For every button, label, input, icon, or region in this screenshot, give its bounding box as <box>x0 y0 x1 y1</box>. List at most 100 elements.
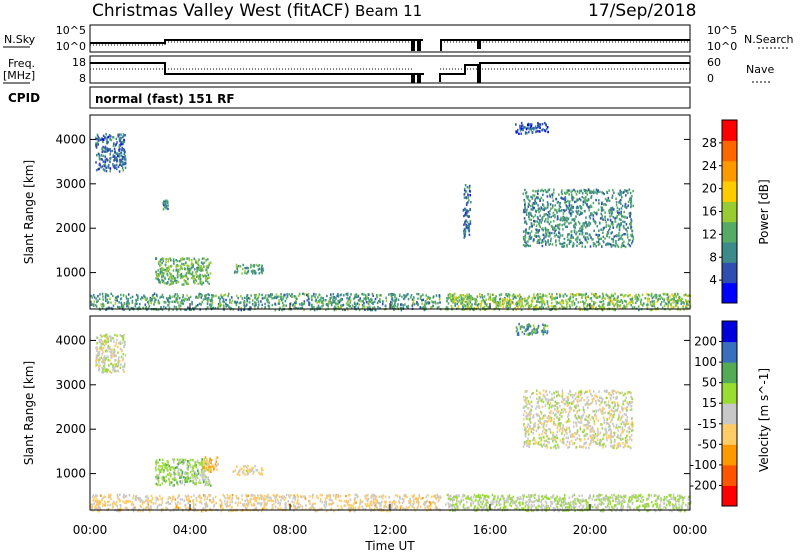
scatter-cell-power-4 <box>294 304 296 307</box>
scatter-cell-velocity-4 <box>107 504 109 507</box>
scatter-cell-power-4 <box>102 298 104 301</box>
scatter-cell-power-1 <box>181 283 184 286</box>
scatter-cell-power-0 <box>109 150 112 153</box>
scatter-cell-power-7 <box>467 196 469 199</box>
scatter-cell-power-2 <box>262 267 264 270</box>
scatter-cell-power-4 <box>399 306 402 310</box>
scatter-cell-power-7 <box>467 209 469 213</box>
scatter-cell-velocity-1 <box>161 465 164 469</box>
scatter-cell-power-1 <box>166 268 169 272</box>
scatter-cell-power-4 <box>329 301 331 305</box>
scatter-cell-power-1 <box>208 276 210 279</box>
scatter-cell-power-5 <box>673 296 675 300</box>
scatter-cell-power-5 <box>660 296 663 299</box>
scatter-cell-velocity-0 <box>106 350 109 353</box>
scatter-cell-power-4 <box>216 307 219 310</box>
scatter-cell-power-4 <box>330 303 333 307</box>
scatter-cell-power-5 <box>481 296 484 299</box>
scatter-cell-power-4 <box>423 306 425 309</box>
scatter-cell-velocity-2 <box>210 465 212 469</box>
scatter-cell-power-4 <box>401 303 403 306</box>
scatter-cell-power-4 <box>127 298 130 301</box>
scatter-cell-velocity-4 <box>354 493 357 496</box>
scatter-cell-velocity-4 <box>371 494 373 497</box>
scatter-cell-power-6 <box>625 223 628 226</box>
scatter-cell-velocity-4 <box>215 501 217 505</box>
scatter-cell-velocity-1 <box>206 468 209 471</box>
scatter-cell-power-6 <box>605 225 607 228</box>
scatter-cell-power-5 <box>521 301 523 304</box>
scatter-cell-power-2 <box>261 264 263 267</box>
scatter-cell-power-4 <box>243 306 246 309</box>
scatter-cell-power-4 <box>376 294 379 297</box>
scatter-cell-power-5 <box>453 299 456 302</box>
scatter-cell-velocity-4 <box>92 499 94 502</box>
scatter-cell-power-4 <box>168 308 170 312</box>
scatter-cell-velocity-4 <box>359 501 362 504</box>
scatter-cell-velocity-4 <box>173 508 175 511</box>
scatter-cell-power-4 <box>345 293 347 296</box>
scatter-cell-power-5 <box>535 306 538 309</box>
scatter-cell-velocity-1 <box>184 458 187 462</box>
scatter-cell-power-4 <box>379 294 381 297</box>
scatter-cell-power-6 <box>618 208 621 211</box>
scatter-cell-power-5 <box>502 303 505 306</box>
scatter-cell-power-6 <box>621 215 623 218</box>
scatter-cell-power-6 <box>574 200 576 204</box>
scatter-cell-power-5 <box>480 301 483 304</box>
scatter-cell-velocity-4 <box>264 494 266 498</box>
scatter-cell-power-1 <box>161 268 164 272</box>
scatter-cell-power-5 <box>568 299 571 302</box>
scatter-cell-power-4 <box>311 295 313 298</box>
scatter-cell-power-4 <box>211 298 213 301</box>
scatter-cell-power-6 <box>539 225 541 229</box>
scatter-cell-velocity-4 <box>134 497 137 501</box>
scatter-cell-power-5 <box>676 300 678 303</box>
scatter-cell-power-6 <box>553 228 555 232</box>
scatter-cell-power-6 <box>616 224 619 227</box>
scatter-cell-power-4 <box>145 306 147 309</box>
scatter-cell-power-5 <box>530 304 532 307</box>
scatter-cell-power-6 <box>632 204 634 207</box>
scatter-cell-power-4 <box>280 292 282 296</box>
scatter-cell-power-6 <box>583 188 586 192</box>
scatter-cell-power-6 <box>582 222 584 225</box>
scatter-cell-velocity-4 <box>274 501 277 504</box>
scatter-cell-power-5 <box>613 308 615 312</box>
scatter-cell-power-8 <box>519 124 521 128</box>
scatter-cell-power-6 <box>621 196 623 199</box>
scatter-cell-power-5 <box>682 305 684 309</box>
scatter-cell-power-0 <box>104 158 107 161</box>
scatter-cell-power-0 <box>112 136 115 139</box>
scatter-cell-power-6 <box>563 218 565 222</box>
scatter-cell-velocity-0 <box>115 342 117 345</box>
scatter-cell-velocity-4 <box>245 494 247 497</box>
scatter-cell-velocity-4 <box>252 504 255 507</box>
scatter-cell-velocity-4 <box>159 495 161 498</box>
scatter-cell-power-6 <box>546 228 548 232</box>
scatter-cell-power-0 <box>110 156 112 160</box>
scatter-cell-power-6 <box>589 191 591 194</box>
scatter-cell-velocity-4 <box>378 495 381 498</box>
scatter-cell-power-1 <box>194 278 197 281</box>
scatter-cell-velocity-4 <box>270 499 273 502</box>
scatter-cell-velocity-5 <box>642 498 645 502</box>
scatter-cell-power-0 <box>109 160 111 164</box>
scatter-cell-power-3 <box>163 205 166 209</box>
scatter-cell-power-4 <box>358 303 360 306</box>
scatter-cell-power-5 <box>567 297 570 301</box>
colorbar-tick-label: 12 <box>702 227 717 241</box>
scatter-cell-velocity-0 <box>112 351 115 354</box>
scatter-cell-velocity-1 <box>174 472 177 475</box>
scatter-cell-power-6 <box>630 199 632 202</box>
scatter-cell-velocity-0 <box>101 353 103 356</box>
scatter-cell-velocity-3 <box>234 469 236 472</box>
scatter-cell-velocity-4 <box>253 503 256 507</box>
scatter-cell-velocity-1 <box>192 465 194 468</box>
scatter-cell-power-1 <box>183 257 186 261</box>
scatter-cell-power-0 <box>95 137 97 141</box>
scatter-cell-power-5 <box>521 304 523 307</box>
scatter-cell-power-6 <box>579 189 581 192</box>
scatter-cell-velocity-4 <box>380 500 383 504</box>
scatter-cell-velocity-0 <box>98 366 100 370</box>
